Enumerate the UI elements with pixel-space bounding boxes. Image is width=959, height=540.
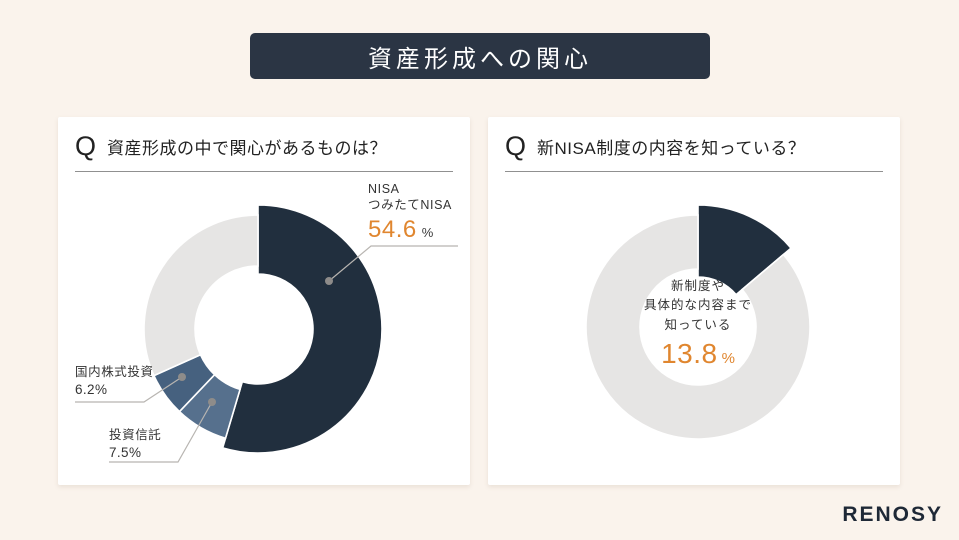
question-title: 新NISA制度の内容を知っている？ [537, 139, 806, 158]
callout-dot-investment-trust [208, 398, 216, 406]
callout-line-nisa [328, 245, 458, 282]
center-label-line3: 知っている [664, 317, 732, 332]
chart-card-interest: Q 資産形成の中で関心があるものは？ NISA つみたてNISA 54.6 % [58, 117, 470, 485]
donut-center-label: 新制度や 具体的な内容まで 知っている 13.8 % [598, 277, 798, 370]
center-label-line1: 新制度や [670, 279, 725, 293]
label-nisa: NISA つみたてNISA 54.6 % [368, 181, 452, 244]
renosy-logo: RENOSY [842, 503, 943, 526]
value-domestic-stocks: 6.2 [75, 382, 95, 398]
donut-segment [585, 214, 811, 440]
label-investment-trust-text: 投資信託 [109, 428, 162, 442]
label-nisa-line2: つみたてNISA [368, 198, 452, 213]
page-title-banner: 資産形成への関心 [250, 33, 710, 79]
callout-line-domestic-stocks [75, 376, 183, 403]
label-domestic-stocks: 国内株式投資 6.2% [75, 364, 154, 397]
unit-investment-trust: % [128, 445, 142, 461]
value-nisa: 54.6 [368, 215, 417, 243]
unit-awareness: % [721, 350, 735, 368]
question-header: Q 資産形成の中で関心があるものは？ [58, 117, 470, 160]
q-prefix: Q [505, 131, 527, 161]
value-awareness: 13.8 [661, 338, 718, 370]
label-investment-trust: 投資信託 7.5% [109, 427, 161, 460]
unit-domestic-stocks: % [94, 382, 108, 398]
donut-segment [221, 204, 383, 454]
header-divider [75, 171, 453, 172]
donut-chart-interest [75, 204, 458, 463]
chart-card-nisa-awareness: Q 新NISA制度の内容を知っている？ 新制度や 具体的な内容まで 知っている … [488, 117, 900, 485]
donut-segment [697, 204, 793, 296]
callout-lines [75, 245, 458, 463]
donut-chart-nisa-awareness [585, 204, 811, 440]
callout-line-investment-trust [109, 401, 213, 463]
question-header: Q 新NISA制度の内容を知っている？ [488, 117, 900, 160]
callout-dot-domestic-stocks [178, 373, 186, 381]
value-investment-trust: 7.5 [109, 445, 129, 461]
header-divider [505, 171, 883, 172]
q-prefix: Q [75, 131, 97, 161]
donut-segment [143, 214, 259, 377]
callout-dot-nisa [325, 277, 333, 285]
label-domestic-stocks-text: 国内株式投資 [75, 365, 154, 379]
center-label-line2: 具体的な内容まで [643, 298, 752, 313]
label-nisa-line1: NISA [368, 182, 400, 196]
page-title: 資産形成への関心 [368, 45, 592, 73]
unit-nisa: % [421, 224, 434, 240]
question-title: 資産形成の中で関心があるものは？ [107, 139, 388, 158]
